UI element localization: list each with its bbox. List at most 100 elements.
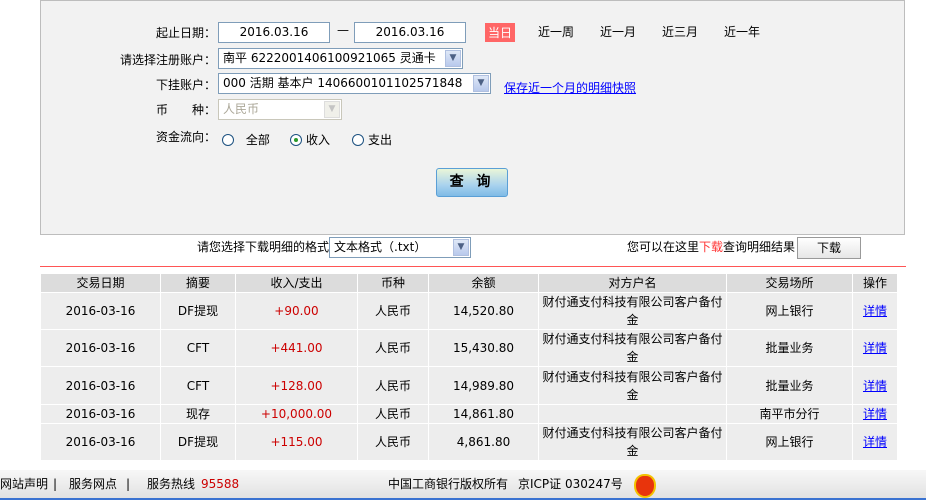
counterparty-cell: 财付通支付科技有限公司客户备付金	[542, 369, 723, 402]
separator: |	[126, 477, 131, 491]
table-row: 2016-03-16 现存 +10,000.00 人民币 14,861.80 南平市分行 详…	[40, 404, 898, 424]
counterparty-cell: 财付通支付科技有限公司客户备付金	[542, 426, 723, 458]
table-cell: CFT	[160, 366, 236, 405]
column-header: 交易日期	[40, 273, 161, 293]
radio-all-label: 全部	[245, 133, 270, 147]
currency-cell: 人民币	[374, 407, 411, 421]
date-dash: —	[337, 23, 349, 37]
table-header: 交易日期 摘要 收入/支出 币种 余额 对方户名 交易场所 操作	[40, 273, 898, 293]
table-cell: 财付通支付科技有限公司客户备付金	[538, 366, 727, 405]
separator: |	[53, 477, 58, 491]
detail-link[interactable]: 详情	[862, 378, 887, 393]
sub-account-select[interactable]: 000 活期 基本户 1406600101102571848 ▼	[218, 73, 491, 94]
date-cell: 2016-03-16	[65, 378, 136, 393]
counterparty-cell: 财付通支付科技有限公司客户备付金	[542, 332, 723, 364]
radio-circle[interactable]	[222, 133, 234, 146]
column-header: 收入/支出	[235, 273, 358, 293]
statement-link[interactable]: 网站声明	[0, 477, 49, 491]
quick-month[interactable]: 近一月	[600, 25, 637, 39]
radio-income[interactable]: 收入	[290, 131, 330, 148]
table-row: 2016-03-16 DF提现 +90.00 人民币 14,520.80 财付通支付科技有…	[40, 292, 898, 330]
column-header: 摘要	[160, 273, 236, 293]
table-cell: 现存	[160, 404, 236, 424]
radio-all[interactable]: 全部	[222, 131, 270, 148]
format-select[interactable]: 文本格式（.txt） ▼	[329, 237, 471, 258]
date-cell: 2016-03-16	[65, 341, 136, 355]
channel-cell: 批量业务	[765, 378, 814, 393]
hint-text: 查询明细结果	[723, 240, 796, 254]
chevron-down-icon[interactable]: ▼	[453, 239, 469, 256]
table-cell	[538, 404, 727, 424]
table-cell: 批量业务	[726, 366, 853, 405]
currency-cell: 人民币	[374, 304, 411, 318]
table-cell: 财付通支付科技有限公司客户备付金	[538, 329, 727, 367]
table-cell: DF提现	[160, 423, 236, 461]
quick-year[interactable]: 近一年	[724, 25, 761, 39]
divider	[40, 266, 906, 267]
table-cell: 15,430.80	[428, 329, 539, 367]
table-cell: 网上银行	[726, 292, 853, 330]
table-cell: 14,989.80	[428, 366, 539, 405]
summary-cell: 现存	[185, 407, 210, 421]
account-select[interactable]: 南平 6222001406100921065 灵通卡 ▼	[218, 48, 463, 69]
channel-cell: 网上银行	[765, 435, 814, 449]
table-cell: 南平市分行	[726, 404, 853, 424]
currency-select: 人民币 ▼	[218, 99, 342, 120]
summary-cell: CFT	[186, 378, 210, 393]
table-cell: 人民币	[357, 329, 429, 367]
download-button[interactable]: 下载	[797, 237, 861, 259]
column-header: 币种	[357, 273, 429, 293]
summary-cell: DF提现	[177, 435, 219, 449]
table-cell: 详情	[852, 423, 898, 461]
detail-link[interactable]: 详情	[862, 341, 887, 355]
table-cell: +128.00	[235, 366, 358, 405]
quick-today[interactable]: 当日	[485, 23, 516, 42]
hint-download-link[interactable]: 下载	[699, 240, 724, 254]
table-cell: 批量业务	[726, 329, 853, 367]
radio-expense-label: 支出	[368, 133, 393, 147]
detail-link[interactable]: 详情	[862, 407, 887, 421]
icp: 京ICP证 030247号	[518, 477, 623, 491]
detail-link[interactable]: 详情	[862, 435, 887, 449]
currency-cell: 人民币	[374, 341, 411, 355]
channel-cell: 网上银行	[765, 304, 814, 318]
table-cell: 人民币	[357, 366, 429, 405]
column-header: 操作	[852, 273, 898, 293]
table-cell: 2016-03-16	[40, 404, 161, 424]
date-cell: 2016-03-16	[65, 407, 136, 421]
chevron-down-icon: ▼	[324, 101, 340, 118]
amount-cell: +90.00	[274, 304, 319, 318]
radio-circle[interactable]	[290, 133, 302, 146]
table-cell: 财付通支付科技有限公司客户备付金	[538, 292, 727, 330]
snapshot-link[interactable]: 保存近一个月的明细快照	[504, 81, 637, 95]
channel-cell: 南平市分行	[759, 407, 820, 421]
channel-cell: 批量业务	[765, 341, 814, 355]
chevron-down-icon[interactable]: ▼	[445, 50, 461, 67]
quick-week[interactable]: 近一周	[538, 25, 575, 39]
table-cell: 2016-03-16	[40, 366, 161, 405]
account-value: 南平 6222001406100921065 灵通卡	[223, 51, 436, 65]
quick-3months[interactable]: 近三月	[662, 25, 699, 39]
table-cell: DF提现	[160, 292, 236, 330]
table-cell: +115.00	[235, 423, 358, 461]
table-cell: 网上银行	[726, 423, 853, 461]
column-header: 对方户名	[538, 273, 727, 293]
flow-label: 资金流向：	[155, 130, 216, 144]
column-header: 余额	[428, 273, 539, 293]
start-date-input[interactable]: 2016.03.16	[218, 22, 330, 43]
radio-income-label: 收入	[306, 133, 331, 147]
outlets-link[interactable]: 服务网点	[69, 477, 118, 491]
detail-link[interactable]: 详情	[862, 304, 887, 318]
radio-expense[interactable]: 支出	[352, 131, 392, 148]
icbc-seal-icon	[634, 474, 656, 498]
amount-cell: +128.00	[270, 378, 323, 393]
table-cell: 14,861.80	[428, 404, 539, 424]
end-date-input[interactable]: 2016.03.16	[354, 22, 466, 43]
table-cell: +90.00	[235, 292, 358, 330]
summary-cell: DF提现	[177, 304, 219, 318]
chevron-down-icon[interactable]: ▼	[473, 75, 489, 92]
table-cell: 详情	[852, 404, 898, 424]
query-button[interactable]: 查 询	[436, 168, 508, 197]
table-cell: 4,861.80	[428, 423, 539, 461]
radio-circle[interactable]	[352, 133, 364, 146]
